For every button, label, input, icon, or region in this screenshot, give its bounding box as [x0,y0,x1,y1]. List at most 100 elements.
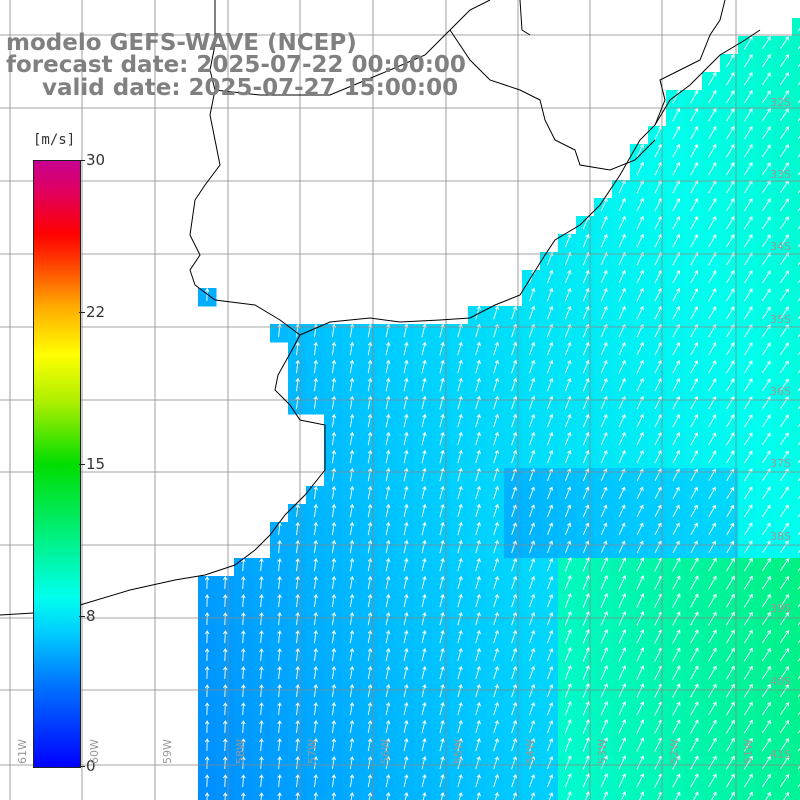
wind-arrow-icon [367,684,373,698]
wind-arrow-icon [618,683,627,698]
wind-arrow-icon [546,413,554,428]
wind-arrow-icon [564,593,572,608]
wind-arrow-icon [547,575,554,590]
wind-arrow-icon [726,701,735,716]
wind-arrow-icon [566,791,572,800]
wind-arrow-icon [204,702,210,715]
wind-arrow-icon [654,342,662,356]
wind-arrow-icon [493,702,499,716]
wind-arrow-icon [636,360,644,374]
wind-arrow-icon [313,792,318,800]
wind-arrow-icon [708,719,717,734]
wind-arrow-icon [295,630,300,644]
wind-arrow-icon [708,144,717,158]
wind-arrow-icon [241,792,246,800]
wind-speed-cell [792,270,800,289]
wind-arrow-icon [547,756,554,770]
wind-speed-cell [684,792,703,800]
wind-arrow-icon [672,378,681,392]
wind-arrow-icon [295,341,300,356]
wind-arrow-icon [313,611,318,626]
wind-arrow-icon [241,702,246,716]
wind-arrow-icon [744,342,753,356]
wind-arrow-icon [618,557,627,572]
wind-arrow-icon [618,486,626,500]
wind-arrow-icon [690,540,698,554]
wind-arrow-icon [726,198,735,212]
wind-arrow-icon [439,611,445,626]
colorbar-tick-22: 22 [86,303,106,321]
wind-arrow-icon [672,143,681,158]
wind-arrow-icon [403,738,409,752]
wind-arrow-icon [385,792,391,800]
wind-arrow-icon [690,234,699,248]
wind-speed-cell [792,288,800,307]
wind-arrow-icon [708,198,717,212]
wind-arrow-icon [367,557,373,572]
lat-label: 37S [770,457,791,470]
wind-arrow-icon [618,611,627,626]
wind-arrow-icon [708,486,716,500]
wind-arrow-icon [618,233,626,248]
wind-arrow-icon [439,557,445,572]
wind-arrow-icon [779,450,789,464]
wind-arrow-icon [277,558,282,572]
wind-arrow-icon [385,377,391,392]
wind-arrow-icon [726,90,735,104]
wind-arrow-icon [403,431,409,446]
wind-speed-cell [378,792,397,800]
wind-speed-cell [666,792,685,800]
wind-arrow-icon [690,125,699,140]
lon-label: 60W [87,739,101,764]
wind-arrow-icon [529,540,536,554]
wind-arrow-icon [726,647,735,662]
wind-arrow-icon [457,575,463,590]
wind-arrow-icon [422,792,427,800]
wind-arrow-icon [744,72,753,86]
wind-arrow-icon [636,287,644,302]
wind-arrow-icon [690,198,699,212]
wind-arrow-icon [349,702,355,716]
wind-arrow-icon [564,611,572,626]
wind-arrow-icon [654,197,663,212]
wind-arrow-icon [241,630,246,644]
wind-arrow-icon [349,756,355,770]
wind-arrow-icon [259,612,264,626]
wind-arrow-icon [349,774,355,788]
wind-arrow-icon [708,540,716,553]
wind-arrow-icon [744,360,753,374]
wind-arrow-icon [277,630,282,644]
wind-arrow-icon [349,666,355,680]
wind-arrow-icon [475,702,481,716]
wind-arrow-icon [636,719,645,734]
wind-arrow-icon [547,594,554,608]
wind-arrow-icon [331,774,337,788]
wind-arrow-icon [726,288,735,302]
wind-arrow-icon [259,792,264,800]
wind-speed-cell [792,378,800,397]
wind-arrow-icon [708,126,717,140]
wind-arrow-icon [259,738,264,752]
wind-arrow-icon [761,737,771,752]
wind-arrow-icon [475,485,481,500]
wind-arrow-icon [529,720,536,734]
wind-arrow-icon [636,629,645,644]
wind-arrow-icon [761,72,771,86]
wind-arrow-icon [493,557,499,572]
wind-arrow-icon [548,792,554,800]
wind-speed-cell [792,126,800,145]
wind-arrow-icon [511,684,518,698]
wind-arrow-icon [259,756,264,770]
wind-arrow-icon [744,486,753,500]
colorbar-tick-mark [79,616,85,617]
wind-arrow-icon [349,341,355,356]
wind-arrow-icon [761,683,771,698]
wind-arrow-icon [564,665,572,680]
wind-arrow-icon [636,540,644,554]
wind-arrow-icon [331,341,337,356]
wind-arrow-icon [349,431,355,446]
wind-arrow-icon [295,521,300,536]
wind-arrow-icon [618,522,626,536]
wind-arrow-icon [295,503,300,518]
colorbar-tick-mark [79,312,85,313]
